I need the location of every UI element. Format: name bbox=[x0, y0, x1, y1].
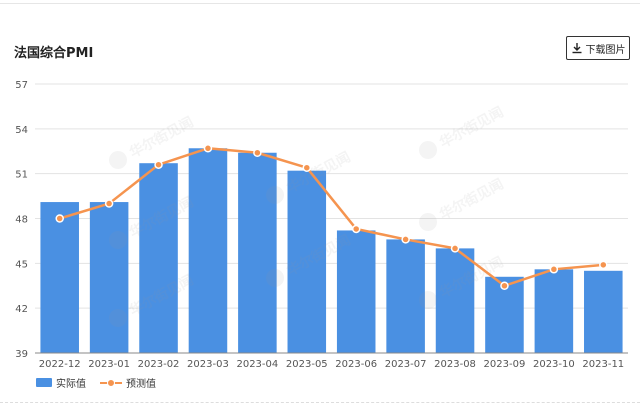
x-tick-label: 2023-04 bbox=[236, 359, 278, 370]
x-tick-label: 2023-10 bbox=[533, 359, 575, 370]
top-divider bbox=[0, 3, 640, 4]
forecast-point bbox=[549, 265, 559, 274]
bar bbox=[139, 163, 178, 353]
watermark-logo-icon bbox=[109, 309, 127, 327]
bar bbox=[238, 152, 277, 353]
x-tick-label: 2023-02 bbox=[138, 359, 180, 370]
y-tick-label: 54 bbox=[15, 125, 28, 136]
bar bbox=[584, 270, 623, 353]
download-image-button[interactable]: 下载图片 bbox=[566, 36, 630, 60]
x-tick-label: 2023-11 bbox=[582, 359, 624, 370]
y-tick-label: 42 bbox=[15, 304, 28, 315]
watermark-logo-icon bbox=[109, 231, 127, 249]
x-tick-label: 2022-12 bbox=[39, 359, 81, 370]
bar bbox=[435, 248, 475, 353]
forecast-point bbox=[203, 144, 213, 153]
download-button-label: 下载图片 bbox=[585, 44, 626, 56]
legend-item-forecast[interactable]: 预测值 bbox=[100, 375, 156, 390]
legend-line-swatch bbox=[100, 378, 122, 387]
bar bbox=[386, 239, 425, 353]
forecast-point bbox=[253, 148, 262, 157]
watermark-logo-icon bbox=[419, 291, 437, 309]
x-tick-label: 2023-05 bbox=[286, 359, 328, 370]
forecast-point bbox=[55, 214, 64, 223]
x-tick-label: 2023-09 bbox=[484, 359, 526, 370]
bar bbox=[534, 269, 574, 353]
forecast-point bbox=[401, 235, 410, 244]
forecast-point bbox=[599, 260, 608, 270]
y-tick-label: 48 bbox=[15, 215, 28, 226]
forecast-point bbox=[104, 199, 114, 208]
forecast-point bbox=[302, 163, 312, 172]
y-tick-label: 39 bbox=[15, 349, 28, 360]
watermark-logo-icon bbox=[266, 269, 284, 287]
bar bbox=[40, 202, 79, 353]
chart-legend: 实际值 预测值 bbox=[36, 375, 170, 390]
x-tick-label: 2023-06 bbox=[335, 359, 377, 370]
forecast-point bbox=[450, 244, 460, 253]
legend-label-forecast: 预测值 bbox=[126, 379, 156, 390]
forecast-point bbox=[351, 224, 361, 234]
y-tick-label: 45 bbox=[15, 259, 28, 270]
x-tick-label: 2023-03 bbox=[187, 359, 229, 370]
x-tick-label: 2023-08 bbox=[434, 359, 476, 370]
x-tick-label: 2023-01 bbox=[88, 359, 130, 370]
bar bbox=[188, 148, 228, 353]
legend-bar-swatch bbox=[36, 378, 52, 387]
bar bbox=[336, 230, 376, 353]
legend-label-actual: 实际值 bbox=[56, 379, 86, 390]
watermark-logo-icon bbox=[419, 141, 437, 159]
forecast-point bbox=[154, 160, 163, 169]
forecast-line bbox=[59, 147, 604, 287]
watermark-text: 华尔街见闻 bbox=[127, 114, 197, 162]
watermark: 华尔街见闻 bbox=[419, 176, 507, 231]
y-tick-label: 57 bbox=[15, 80, 28, 91]
watermark-text: 华尔街见闻 bbox=[437, 104, 507, 152]
download-icon bbox=[572, 43, 581, 54]
watermark: 华尔街见闻 bbox=[419, 104, 507, 159]
bar bbox=[89, 202, 129, 353]
bottom-divider bbox=[0, 402, 640, 403]
bar bbox=[287, 170, 327, 353]
chart-title: 法国综合PMI bbox=[14, 46, 94, 61]
watermark-logo-icon bbox=[109, 151, 127, 169]
forecast-point bbox=[500, 281, 509, 290]
watermark-logo-icon bbox=[419, 213, 437, 231]
y-tick-label: 51 bbox=[15, 170, 28, 181]
legend-item-actual[interactable]: 实际值 bbox=[36, 375, 86, 390]
watermark-logo-icon bbox=[266, 186, 284, 204]
watermark-text: 华尔街见闻 bbox=[437, 176, 507, 224]
x-tick-label: 2023-07 bbox=[385, 359, 427, 370]
